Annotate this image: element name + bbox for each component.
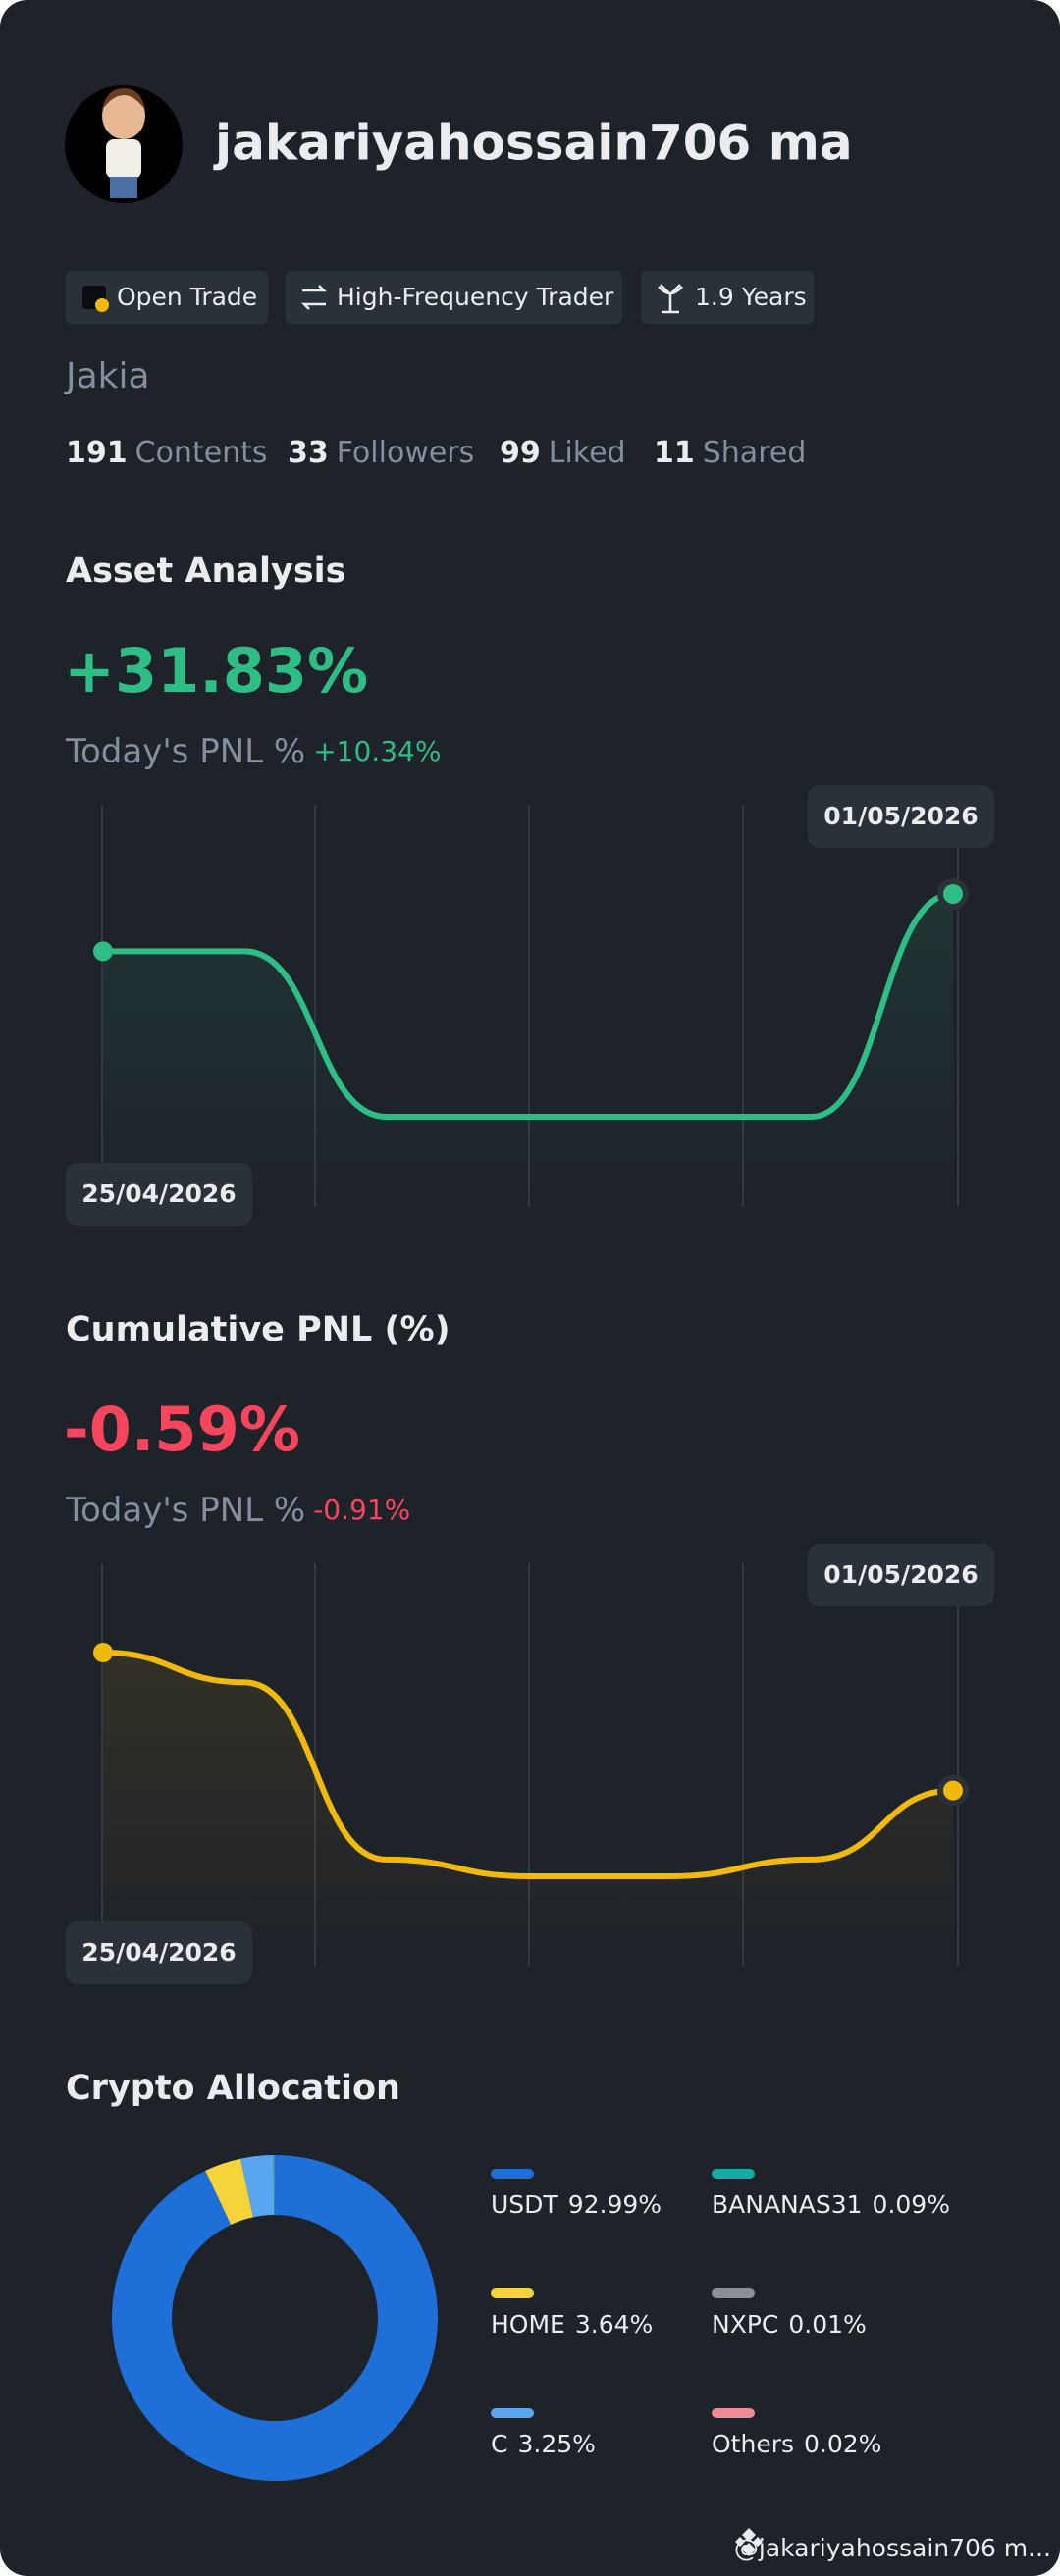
tag: High-Frequency Trader	[286, 271, 622, 324]
legend-name: Others	[712, 2430, 794, 2458]
stat: 11 Shared	[654, 436, 806, 470]
tag-text: High-Frequency Trader	[337, 283, 614, 311]
tag: 1.9 Years	[641, 271, 814, 324]
slice	[273, 2155, 275, 2216]
legend-text: HOME 3.64%	[491, 2310, 653, 2339]
stat-label: Contents	[135, 436, 268, 470]
legend-value: 3.25%	[517, 2430, 595, 2458]
stat-count: 33	[288, 436, 329, 470]
section-title: Cumulative PNL (%)	[66, 1310, 450, 1349]
today-value: +10.34%	[313, 735, 441, 767]
headline: -0.59%	[64, 1393, 300, 1465]
slice	[205, 2158, 253, 2226]
today-label: Today's PNL %	[65, 732, 305, 771]
legend-swatch	[491, 2408, 534, 2418]
slice	[112, 2155, 439, 2482]
legend-swatch	[491, 2169, 534, 2179]
legend-text: NXPC 0.01%	[712, 2310, 867, 2339]
date-badge	[808, 1544, 994, 1606]
date-label: 25/04/2026	[81, 1938, 236, 1967]
legend-swatch	[712, 2169, 755, 2179]
legend-name: C	[491, 2430, 507, 2458]
footer-icon	[735, 2528, 763, 2556]
stat-label: Liked	[549, 436, 626, 470]
legend-name: HOME	[491, 2310, 565, 2339]
line	[103, 891, 954, 1121]
today-label: Today's PNL %	[65, 1491, 305, 1530]
headline: +31.83%	[64, 635, 368, 707]
legend-text: C 3.25%	[491, 2430, 596, 2458]
legend-text: BANANAS31 0.09%	[712, 2190, 950, 2219]
today-value: -0.91%	[313, 1494, 410, 1526]
date-label: 01/05/2026	[823, 1560, 978, 1589]
stat-count: 11	[654, 436, 695, 470]
stat-count: 191	[66, 436, 128, 470]
legend-value: 0.02%	[804, 2430, 881, 2458]
section-title: Asset Analysis	[66, 552, 346, 591]
date-badge	[808, 785, 994, 848]
legend-name: BANANAS31	[712, 2190, 863, 2219]
date-label: 25/04/2026	[81, 1180, 236, 1208]
point	[937, 878, 969, 910]
stat-count: 99	[500, 436, 541, 470]
area	[103, 894, 953, 1207]
today-pnl: Today's PNL % -0.91%	[65, 1491, 410, 1530]
tag-text: 1.9 Years	[695, 283, 807, 311]
point	[93, 1643, 113, 1662]
stat: 99 Liked	[500, 436, 626, 470]
legend-value: 0.09%	[873, 2190, 950, 2219]
stat: 191 Contents	[66, 436, 268, 470]
point	[93, 941, 113, 962]
section-title: Crypto Allocation	[66, 2069, 400, 2108]
tag-text: Open Trade	[117, 283, 257, 311]
point	[937, 1774, 969, 1807]
footer: @jakariyahossain706 m...	[734, 2534, 1051, 2562]
legend-text: Others 0.02%	[712, 2430, 881, 2458]
date-label: 01/05/2026	[823, 802, 978, 830]
slice	[240, 2155, 275, 2218]
legend-value: 92.99%	[568, 2190, 662, 2219]
tag: Open Trade	[66, 271, 268, 324]
nickname: Jakia	[64, 356, 150, 396]
legend-value: 3.64%	[575, 2310, 653, 2339]
username: jakariyahossain706 ma	[213, 115, 853, 172]
area	[103, 1653, 953, 1966]
stat: 33 Followers	[288, 436, 474, 470]
legend-swatch	[712, 2288, 755, 2298]
date-badge	[66, 1163, 252, 1226]
legend-name: USDT	[491, 2190, 558, 2219]
stat-label: Shared	[703, 436, 807, 470]
legend-value: 0.01%	[788, 2310, 866, 2339]
legend-swatch	[712, 2408, 755, 2418]
legend-swatch	[491, 2288, 534, 2298]
today-pnl: Today's PNL % +10.34%	[65, 732, 441, 771]
legend-name: NXPC	[712, 2310, 778, 2339]
date-badge	[66, 1921, 252, 1984]
stat-label: Followers	[337, 436, 475, 470]
avatar	[65, 85, 183, 203]
line	[102, 1650, 954, 1880]
legend-text: USDT 92.99%	[491, 2190, 662, 2219]
